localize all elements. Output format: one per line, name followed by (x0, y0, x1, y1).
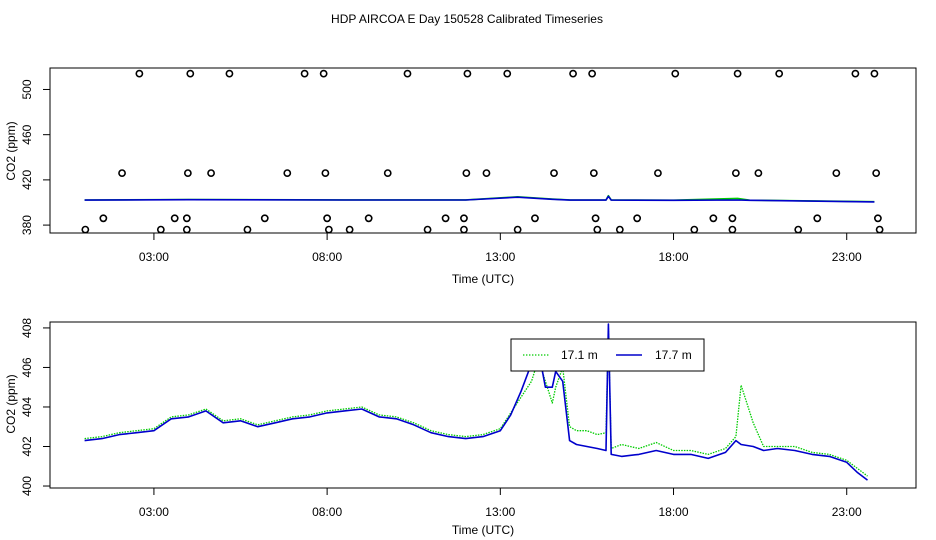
scatter-point (709, 214, 718, 223)
top-y-tick-label: 460 (20, 124, 34, 144)
top-points (81, 69, 884, 234)
scatter-point (482, 169, 491, 178)
legend-label-17-1m: 17.1 m (561, 348, 598, 362)
scatter-point (832, 169, 841, 178)
scatter-point (403, 69, 412, 78)
scatter-point (728, 214, 737, 223)
scatter-point (531, 214, 539, 223)
scatter-point (851, 69, 860, 78)
figure-title: HDP AIRCOA E Day 150528 Calibrated Times… (331, 12, 603, 26)
scatter-point (364, 214, 373, 223)
top-y-tick-label: 420 (20, 170, 34, 190)
bottom-y-tick-label: 406 (20, 357, 34, 377)
top-y-axis-label: CO2 (ppm) (4, 121, 18, 180)
scatter-point (135, 69, 144, 78)
scatter-point (813, 214, 822, 223)
scatter-point (260, 214, 269, 223)
scatter-point (118, 169, 126, 178)
legend: 17.1 m 17.7 m (510, 338, 705, 372)
top-y-tick-label: 500 (20, 79, 34, 99)
scatter-point (733, 69, 742, 78)
top-panel: 03:00 08:00 13:00 18:00 23:00 380 420 460 500 T… (4, 67, 917, 286)
scatter-point (182, 214, 191, 223)
scatter-point (441, 214, 450, 223)
top-x-tick-label: 13:00 (485, 250, 515, 264)
scatter-point (754, 169, 763, 178)
scatter-point (503, 69, 512, 78)
bottom-y-tick-label: 400 (20, 476, 34, 496)
scatter-point (81, 225, 90, 234)
scatter-point (633, 214, 642, 223)
top-x-tick-label: 23:00 (832, 250, 862, 264)
bottom-x-axis: 03:00 08:00 13:00 18:00 23:00 (139, 487, 862, 519)
scatter-point (875, 225, 884, 234)
scatter-point (99, 214, 108, 223)
scatter-point (731, 169, 740, 178)
bottom-panel: 03:00 08:00 13:00 18:00 23:00 40040240440640… (4, 318, 917, 537)
bottom-x-tick-label: 23:00 (832, 505, 862, 519)
scatter-point (207, 169, 215, 178)
top-x-axis: 03:00 08:00 13:00 18:00 23:00 (139, 232, 862, 264)
top-y-tick-label: 380 (20, 215, 34, 235)
scatter-point (300, 69, 309, 78)
scatter-point (775, 69, 784, 78)
scatter-point (872, 169, 881, 178)
legend-label-17-7m: 17.7 m (655, 348, 692, 362)
top-y-axis: 380 420 460 500 (20, 79, 51, 235)
scatter-point (569, 69, 577, 78)
scatter-point (186, 69, 195, 78)
top-x-axis-label: Time (UTC) (452, 272, 514, 286)
scatter-point (183, 169, 192, 178)
legend-box (510, 338, 705, 372)
scatter-point (591, 214, 600, 223)
scatter-point (550, 169, 558, 178)
bottom-x-axis-label: Time (UTC) (452, 523, 514, 537)
scatter-point (870, 69, 879, 78)
bottom-x-tick-label: 03:00 (139, 505, 169, 519)
bottom-y-tick-label: 402 (20, 436, 34, 456)
top-series-line-2 (84, 195, 875, 203)
bottom-x-tick-label: 18:00 (659, 505, 689, 519)
bottom-y-tick-label: 408 (20, 318, 34, 338)
scatter-point (321, 169, 330, 178)
scatter-point (873, 214, 882, 223)
top-x-tick-label: 18:00 (659, 250, 689, 264)
bottom-x-tick-label: 13:00 (485, 505, 515, 519)
scatter-point (654, 169, 662, 178)
scatter-point (460, 214, 468, 223)
top-x-tick-label: 03:00 (139, 250, 169, 264)
scatter-point (671, 69, 680, 78)
bottom-y-axis-label: CO2 (ppm) (4, 374, 18, 433)
top-series (84, 194, 875, 203)
top-x-tick-label: 08:00 (312, 250, 342, 264)
scatter-point (383, 169, 392, 178)
bottom-y-axis: 400 402 404 406 408 (20, 318, 51, 496)
scatter-point (589, 169, 598, 178)
scatter-point (588, 69, 597, 78)
bottom-x-tick-label: 08:00 (312, 505, 342, 519)
scatter-point (462, 169, 471, 178)
scatter-point (463, 69, 472, 78)
scatter-point (225, 69, 234, 78)
scatter-point (323, 214, 332, 223)
bottom-y-tick-label: 404 (20, 397, 34, 417)
scatter-point (319, 69, 328, 78)
scatter-point (170, 214, 179, 223)
scatter-point (283, 169, 292, 178)
